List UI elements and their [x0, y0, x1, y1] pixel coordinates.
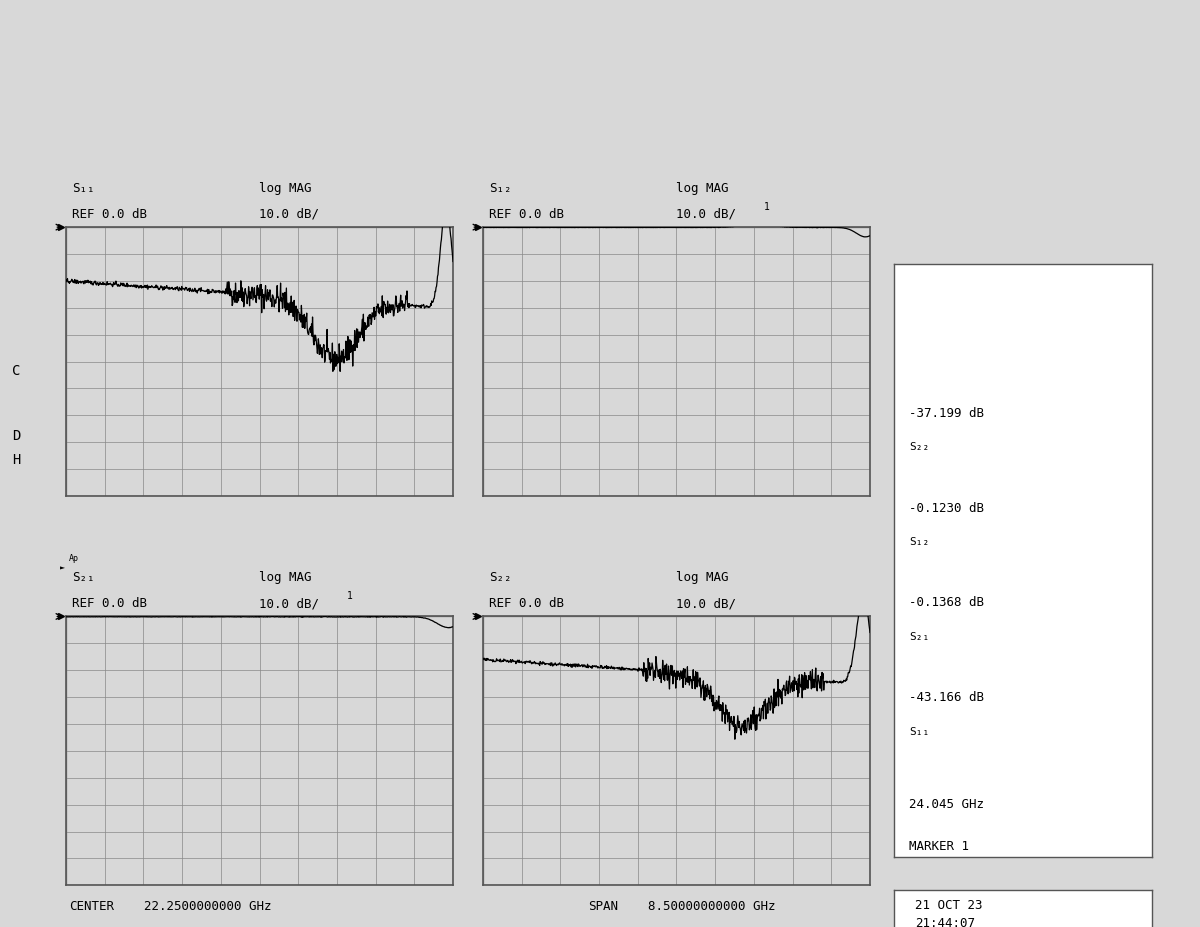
Text: C: C	[12, 364, 20, 378]
Text: -0.1230 dB: -0.1230 dB	[910, 502, 984, 514]
Text: REF 0.0 dB: REF 0.0 dB	[490, 597, 564, 610]
Text: SPAN: SPAN	[588, 900, 618, 913]
Text: log MAG: log MAG	[677, 571, 730, 584]
Text: -43.166 dB: -43.166 dB	[910, 692, 984, 705]
Text: -0.1368 dB: -0.1368 dB	[910, 596, 984, 609]
Text: S₁₂: S₁₂	[910, 537, 930, 547]
Text: S₂₁: S₂₁	[72, 571, 95, 584]
Text: S₁₂: S₁₂	[490, 182, 511, 195]
Text: 10.0 dB/: 10.0 dB/	[677, 208, 737, 221]
Text: S₂₂: S₂₂	[910, 442, 930, 452]
Text: 10.0 dB/: 10.0 dB/	[677, 597, 737, 610]
Text: S₂₁: S₂₁	[910, 632, 930, 642]
Text: REF 0.0 dB: REF 0.0 dB	[490, 208, 564, 221]
Text: log MAG: log MAG	[259, 182, 312, 195]
Text: 22.2500000000 GHz: 22.2500000000 GHz	[144, 900, 271, 913]
Text: REF 0.0 dB: REF 0.0 dB	[72, 208, 148, 221]
Text: 10.0 dB/: 10.0 dB/	[259, 597, 319, 610]
Text: ►: ►	[60, 563, 65, 572]
Text: S₁₁: S₁₁	[910, 727, 930, 737]
Text: 8.50000000000 GHz: 8.50000000000 GHz	[648, 900, 775, 913]
Text: H: H	[12, 452, 20, 466]
Text: 21 OCT 23
21:44:07: 21 OCT 23 21:44:07	[914, 898, 982, 927]
Text: 10.0 dB/: 10.0 dB/	[259, 208, 319, 221]
Text: 1: 1	[764, 202, 770, 212]
Text: D: D	[12, 429, 20, 443]
Text: 24.045 GHz: 24.045 GHz	[910, 798, 984, 811]
Text: MARKER 1: MARKER 1	[910, 840, 970, 853]
Text: S₁₁: S₁₁	[72, 182, 95, 195]
Text: Ap: Ap	[68, 553, 78, 563]
Text: S₂₂: S₂₂	[490, 571, 511, 584]
Text: log MAG: log MAG	[677, 182, 730, 195]
Text: CENTER: CENTER	[70, 900, 115, 913]
Text: REF 0.0 dB: REF 0.0 dB	[72, 597, 148, 610]
Text: 1: 1	[347, 591, 353, 602]
Text: log MAG: log MAG	[259, 571, 312, 584]
Text: -37.199 dB: -37.199 dB	[910, 407, 984, 420]
